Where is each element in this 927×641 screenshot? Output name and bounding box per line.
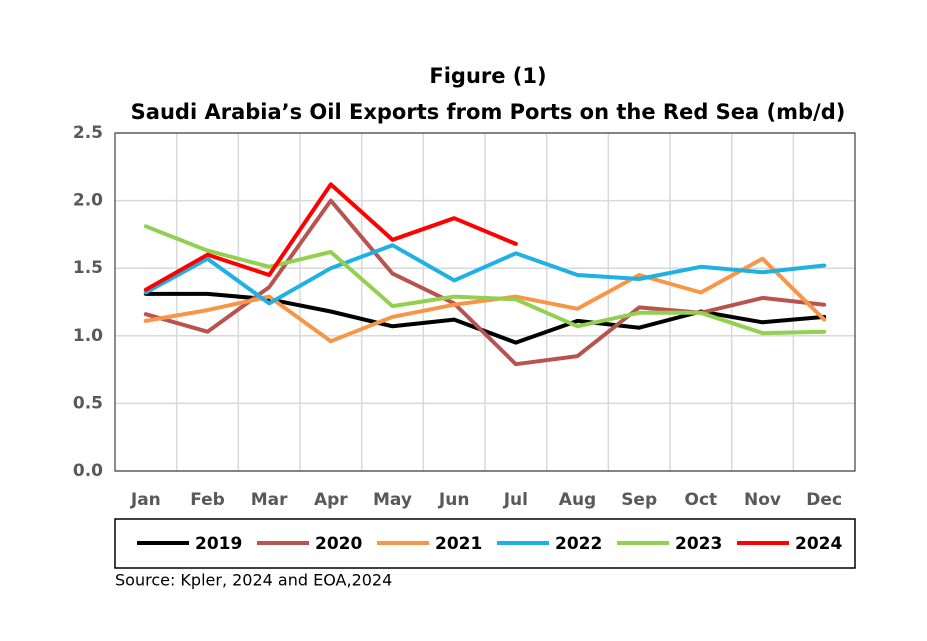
legend-label: 2021 [435,534,482,554]
legend-label: 2019 [195,534,242,554]
x-tick-label: Aug [559,490,596,510]
series-line [143,256,827,344]
y-tick-label: 2.5 [73,123,103,143]
y-tick-label: 1.5 [73,258,103,278]
chart-title: Figure (1) [429,64,546,88]
legend-label: 2023 [675,534,722,554]
chart-subtitle: Saudi Arabia’s Oil Exports from Ports on… [131,100,846,124]
series-line [143,243,827,306]
x-tick-label: Sep [621,490,657,510]
x-tick-label: Jun [438,490,470,510]
source: Source: Kpler, 2024 and EOA,2024 [115,571,392,590]
y-tick-label: 1.0 [73,326,103,346]
x-tick-label: Oct [685,490,718,510]
x-tick-label: Jan [130,490,161,510]
x-tick-label: Jul [503,490,528,510]
series-line [143,224,827,336]
x-tick-label: Feb [190,490,225,510]
x-tick-label: Mar [251,490,288,510]
legend-label: 2024 [795,534,842,554]
y-tick-label: 0.5 [73,393,103,413]
x-tick-label: May [373,490,412,510]
legend-label: 2020 [315,534,362,554]
series-line [143,182,518,292]
legend-box [114,518,856,569]
y-tick-label: 0.0 [73,461,103,481]
x-tick-label: Dec [806,490,842,510]
x-tick-label: Apr [314,490,348,510]
legend-label: 2022 [555,534,602,554]
y-tick-label: 2.0 [73,191,103,211]
x-tick-label: Nov [744,490,781,510]
plot-border [114,132,856,472]
